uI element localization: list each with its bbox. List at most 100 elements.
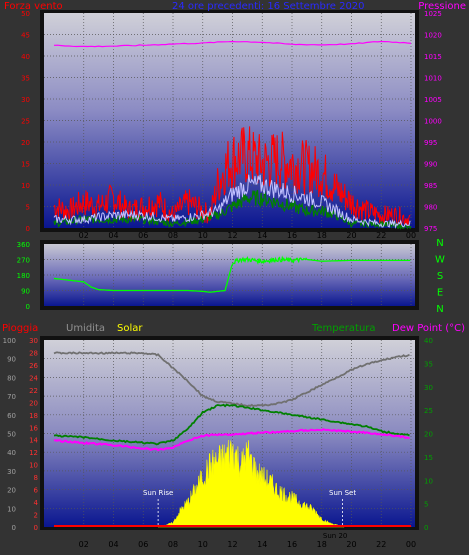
y-tick-label: 40: [424, 337, 433, 345]
y-tick-label: 45: [21, 32, 30, 40]
rain-tick-label: 22: [29, 387, 38, 395]
rain-tick-label: 20: [29, 399, 38, 407]
wind-direction-line: [53, 255, 411, 293]
rain-tick-label: 28: [29, 349, 38, 357]
rain-tick-label: 24: [29, 374, 38, 382]
dew-point-line: [53, 428, 410, 452]
rain-tick-label: 8: [34, 474, 38, 482]
x-tick-label: 10: [198, 540, 208, 549]
y-tick-label: 975: [424, 225, 437, 233]
rain-tick-label: 0: [34, 524, 38, 532]
x-tick-label: 08: [168, 231, 178, 240]
y-tick-label: 1000: [424, 118, 442, 126]
y-tick-label: 50: [7, 431, 16, 439]
y-tick-label: 50: [21, 10, 30, 18]
compass-label: W: [435, 255, 445, 266]
y-tick-label: 10: [21, 182, 30, 190]
temperature-line: [53, 403, 410, 446]
x-tick-label: 20: [346, 540, 356, 549]
y-tick-label: 15: [424, 454, 433, 462]
rain-tick-label: 4: [34, 499, 39, 507]
y-tick-label: 30: [7, 468, 16, 476]
y-tick-label: 25: [424, 407, 433, 415]
y-tick-label: 5: [26, 204, 30, 212]
x-tick-label: 14: [257, 231, 267, 240]
wind-base-line: [53, 189, 412, 231]
humidity-line: [53, 351, 410, 408]
x-tick-label: 16: [287, 231, 297, 240]
y-tick-label: 70: [7, 393, 16, 401]
sun-event-time-label: Sun 20: [323, 532, 347, 540]
y-tick-label: 35: [21, 75, 30, 83]
y-tick-label: 995: [424, 139, 437, 147]
y-tick-label: 20: [21, 139, 30, 147]
rain-tick-label: 6: [34, 487, 39, 495]
sun-event-label: Sun Set: [329, 489, 356, 497]
y-tick-label: 1025: [424, 10, 442, 18]
temperature-humidity-chart: 0246810121416182022242628300102030405060…: [3, 336, 433, 549]
compass-label: E: [437, 288, 443, 299]
chart2-marks: [53, 255, 411, 293]
legend-pioggia: Pioggia: [2, 323, 38, 334]
y-tick-label: 100: [3, 337, 16, 345]
rain-tick-label: 10: [29, 462, 38, 470]
y-tick-label: 1005: [424, 96, 442, 104]
x-tick-label: 02: [79, 540, 89, 549]
y-tick-label: 40: [21, 53, 30, 61]
chart2-grid: [44, 244, 415, 306]
legend-temperatura: Temperatura: [311, 323, 376, 334]
y-tick-label: 985: [424, 182, 437, 190]
y-tick-label: 270: [17, 257, 30, 265]
y-tick-label: 35: [424, 360, 433, 368]
pressure-line: [53, 40, 412, 48]
y-tick-label: 180: [17, 272, 30, 280]
chart1-right-axis-label: Pressione: [418, 1, 466, 12]
y-tick-label: 0: [12, 524, 16, 532]
y-tick-label: 1015: [424, 53, 442, 61]
y-tick-label: 20: [424, 431, 433, 439]
x-tick-label: 18: [317, 540, 327, 549]
chart1-title: 24 ore precedenti: 16 Settembre 2020: [172, 1, 365, 12]
y-tick-label: 0: [424, 524, 428, 532]
x-tick-label: 20: [346, 231, 356, 240]
chart1-marks: [53, 40, 412, 231]
y-tick-label: 80: [7, 374, 16, 382]
y-tick-label: 360: [17, 241, 30, 249]
rain-tick-label: 26: [29, 362, 38, 370]
x-tick-label: 14: [257, 540, 267, 549]
y-tick-label: 10: [424, 477, 433, 485]
x-tick-label: 06: [138, 231, 148, 240]
legend-dew-point: Dew Point (°C): [392, 323, 465, 334]
y-tick-label: 90: [7, 356, 16, 364]
chart1-left-axis-label: Forza vento: [4, 1, 63, 12]
chart3-ticks: 0246810121416182022242628300102030405060…: [3, 337, 433, 549]
y-tick-label: 1010: [424, 75, 442, 83]
x-tick-label: 12: [227, 540, 237, 549]
y-tick-label: 25: [21, 118, 30, 126]
solar-area: [158, 439, 345, 528]
y-tick-label: 980: [424, 204, 437, 212]
wind-gust-line: [53, 126, 411, 227]
chart3-marks: [53, 351, 411, 528]
legend-solar: Solar: [117, 323, 143, 334]
x-tick-label: 06: [138, 540, 148, 549]
y-tick-label: 30: [424, 384, 433, 392]
rain-tick-label: 16: [29, 424, 38, 432]
compass-label: N: [436, 238, 443, 249]
y-tick-label: 990: [424, 161, 437, 169]
x-tick-label: 18: [317, 231, 327, 240]
x-tick-label: 22: [376, 231, 386, 240]
sun-event-label: Sun Rise: [143, 489, 173, 497]
y-tick-label: 60: [7, 412, 16, 420]
compass-label: S: [437, 271, 443, 282]
rain-tick-label: 2: [34, 512, 38, 520]
y-tick-label: 0: [26, 303, 30, 311]
y-tick-label: 30: [21, 96, 30, 104]
y-tick-label: 10: [7, 505, 16, 513]
y-tick-label: 1020: [424, 32, 442, 40]
rain-tick-label: 12: [29, 449, 38, 457]
x-tick-label: 04: [108, 231, 118, 240]
